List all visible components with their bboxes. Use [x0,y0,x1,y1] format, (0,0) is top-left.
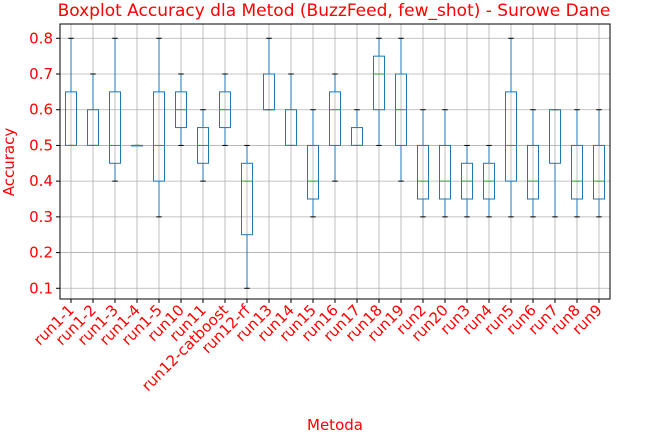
x-axis-ticks: run1-1run1-2run1-3run1-4run1-5run10run11… [30,299,606,395]
box-run1-1 [65,37,77,146]
box-run2 [417,109,429,218]
box-run9 [593,109,605,218]
box-run8 [571,109,583,218]
box-iqr [593,144,605,200]
box-iqr [241,162,253,236]
box-run20 [439,109,451,218]
y-axis-label: Accuracy [0,128,18,197]
y-tick-label: 0.7 [29,65,53,83]
y-tick-label: 0.6 [29,101,53,119]
box-iqr [329,91,341,146]
box-run7 [549,109,561,218]
box-run12-catboost [219,73,231,146]
box-run14 [285,73,297,146]
box-run15 [307,109,319,218]
box-run1-2 [87,73,99,146]
y-tick-label: 0.4 [29,172,53,190]
box-iqr [373,55,385,111]
y-tick-label: 0.2 [29,244,53,262]
box-run16 [329,73,341,182]
box-run6 [527,109,539,218]
y-axis-ticks: 0.1 0.2 0.3 0.4 0.5 0.6 0.7 0.8 [29,29,60,297]
box-run4 [483,144,495,218]
box-run3 [461,144,473,218]
box-run5 [505,37,517,218]
box-run18 [373,37,385,146]
grid-lines [60,24,610,299]
box-run13 [263,37,275,111]
box-run12-rf [241,144,253,289]
box-run1-3 [109,37,121,182]
box-series [65,37,605,289]
box-run1-4 [131,144,143,147]
box-run1-5 [153,37,165,218]
box-iqr [307,144,319,200]
box-run11 [197,109,209,182]
y-tick-label: 0.3 [29,208,53,226]
box-iqr [417,144,429,200]
y-tick-label: 0.1 [29,279,53,297]
box-run17 [351,109,363,146]
box-run10 [175,73,187,146]
box-run19 [395,37,407,182]
box-iqr [153,91,165,182]
box-iqr [571,144,583,200]
y-tick-label: 0.5 [29,136,53,154]
box-iqr [527,144,539,200]
box-iqr [439,144,451,200]
box-iqr [109,91,121,164]
x-axis-label: Metoda [307,416,363,434]
y-tick-label: 0.8 [29,29,53,47]
box-iqr [505,91,517,182]
chart-title: Boxplot Accuracy dla Metod (BuzzFeed, fe… [58,1,611,21]
